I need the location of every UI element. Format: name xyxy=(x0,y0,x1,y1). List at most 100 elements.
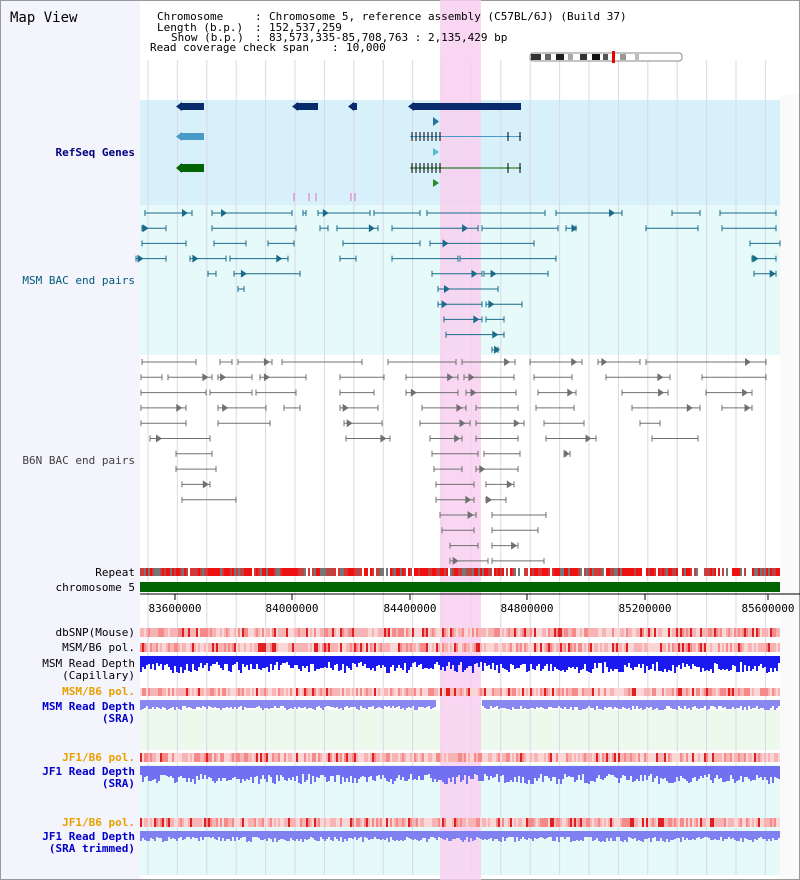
depth-bar xyxy=(568,831,570,837)
track-label-jf1-read-depth-trimmed[interactable]: JF1 Read Depth (SRA trimmed) xyxy=(42,830,135,855)
track-label-repeat[interactable]: Repeat xyxy=(95,566,135,579)
heat-cell xyxy=(296,818,298,827)
heat-cell xyxy=(432,643,434,652)
depth-bar xyxy=(604,700,606,707)
depth-bar xyxy=(708,831,710,838)
heat-cell xyxy=(694,818,696,827)
depth-bar xyxy=(638,700,640,709)
depth-bar xyxy=(232,700,234,709)
repeat-segment xyxy=(564,568,566,576)
depth-bar xyxy=(248,831,250,841)
heat-cell xyxy=(276,628,278,637)
heat-cell xyxy=(484,688,486,696)
heat-cell xyxy=(540,753,542,762)
heat-cell xyxy=(504,753,506,762)
track-label-jf1-b6-pol[interactable]: JF1/B6 pol. xyxy=(62,751,135,764)
heat-cell xyxy=(408,643,410,652)
heat-cell xyxy=(230,643,232,652)
repeat-segment xyxy=(596,568,598,576)
heat-cell xyxy=(306,753,308,762)
b6n-bac-pair-arrow xyxy=(745,358,751,366)
depth-bar xyxy=(196,831,198,838)
heat-cell xyxy=(540,688,542,696)
depth-bar xyxy=(426,831,428,842)
repeat-segment xyxy=(300,568,302,576)
depth-bar xyxy=(436,656,438,662)
heat-cell xyxy=(240,818,242,827)
track-label-dbsnp[interactable]: dbSNP(Mouse) xyxy=(55,626,135,639)
repeat-segment xyxy=(486,568,488,576)
heat-cell xyxy=(226,688,228,696)
depth-bar xyxy=(496,700,498,706)
heat-cell xyxy=(512,688,514,696)
heat-cell xyxy=(392,818,394,827)
heat-cell xyxy=(576,643,578,652)
depth-bar xyxy=(308,766,310,774)
repeat-segment xyxy=(558,568,560,576)
depth-bar xyxy=(566,656,568,670)
track-label-b6n-bac[interactable]: B6N BAC end pairs xyxy=(22,454,135,467)
heat-cell xyxy=(160,643,162,652)
repeat-segment xyxy=(260,568,262,576)
track-label-msm-b6-pol[interactable]: MSM/B6 pol. xyxy=(62,641,135,654)
depth-bar xyxy=(492,700,494,708)
depth-bar xyxy=(202,656,204,668)
track-label-jf1-b6-pol-trimmed[interactable]: JF1/B6 pol. xyxy=(62,816,135,829)
track-label-jf1-read-depth-sra[interactable]: JF1 Read Depth (SRA) xyxy=(42,765,135,790)
repeat-segment xyxy=(178,568,180,576)
depth-bar xyxy=(676,766,678,777)
depth-bar xyxy=(582,656,584,669)
heat-cell xyxy=(254,818,256,827)
depth-bar xyxy=(190,656,192,672)
heat-cell xyxy=(178,818,180,827)
depth-bar xyxy=(176,656,178,672)
track-label-msm-b6-pol-sra[interactable]: MSM/B6 pol. xyxy=(62,685,135,698)
heat-cell xyxy=(286,818,288,827)
heat-cell xyxy=(666,753,668,762)
depth-bar xyxy=(352,656,354,663)
heat-cell xyxy=(746,753,748,762)
track-label-chromosome[interactable]: chromosome 5 xyxy=(55,581,135,594)
repeat-segment xyxy=(548,568,550,576)
depth-bar xyxy=(690,766,692,782)
heat-cell xyxy=(642,628,644,637)
track-label-msm-bac[interactable]: MSM BAC end pairs xyxy=(22,274,135,287)
depth-bar xyxy=(544,766,546,776)
depth-bar xyxy=(488,656,490,665)
depth-bar xyxy=(156,700,158,707)
depth-bar xyxy=(314,831,316,840)
depth-bar xyxy=(562,700,564,709)
heat-cell xyxy=(700,643,702,652)
heat-cell xyxy=(512,643,514,652)
repeat-segment xyxy=(254,568,256,576)
track-label-msm-read-depth-capillary[interactable]: MSM Read Depth (Capillary) xyxy=(42,657,135,682)
heat-cell xyxy=(502,688,504,696)
depth-bar xyxy=(304,831,306,839)
heat-cell xyxy=(434,688,436,696)
heat-cell xyxy=(766,643,768,652)
repeat-segment xyxy=(250,568,252,576)
heat-cell xyxy=(648,753,650,762)
track-label-refseq[interactable]: RefSeq Genes xyxy=(55,146,135,159)
depth-bar xyxy=(588,700,590,706)
heat-cell xyxy=(308,688,310,696)
heat-cell xyxy=(398,688,400,696)
heat-cell xyxy=(144,643,146,652)
heat-cell xyxy=(538,628,540,637)
depth-bar xyxy=(470,831,472,838)
repeat-segment xyxy=(444,568,446,576)
depth-bar xyxy=(256,831,258,837)
heat-cell xyxy=(590,818,592,827)
heat-cell xyxy=(684,818,686,827)
depth-bar xyxy=(510,766,512,780)
heat-cell xyxy=(328,753,330,762)
heat-cell xyxy=(734,688,736,696)
depth-bar xyxy=(462,831,464,842)
heat-cell xyxy=(346,688,348,696)
track-label-msm-read-depth-sra[interactable]: MSM Read Depth (SRA) xyxy=(42,700,135,725)
heat-cell xyxy=(254,643,256,652)
depth-bar xyxy=(722,656,724,669)
repeat-segment xyxy=(436,568,438,576)
depth-bar xyxy=(564,831,566,839)
heat-cell xyxy=(356,643,358,652)
